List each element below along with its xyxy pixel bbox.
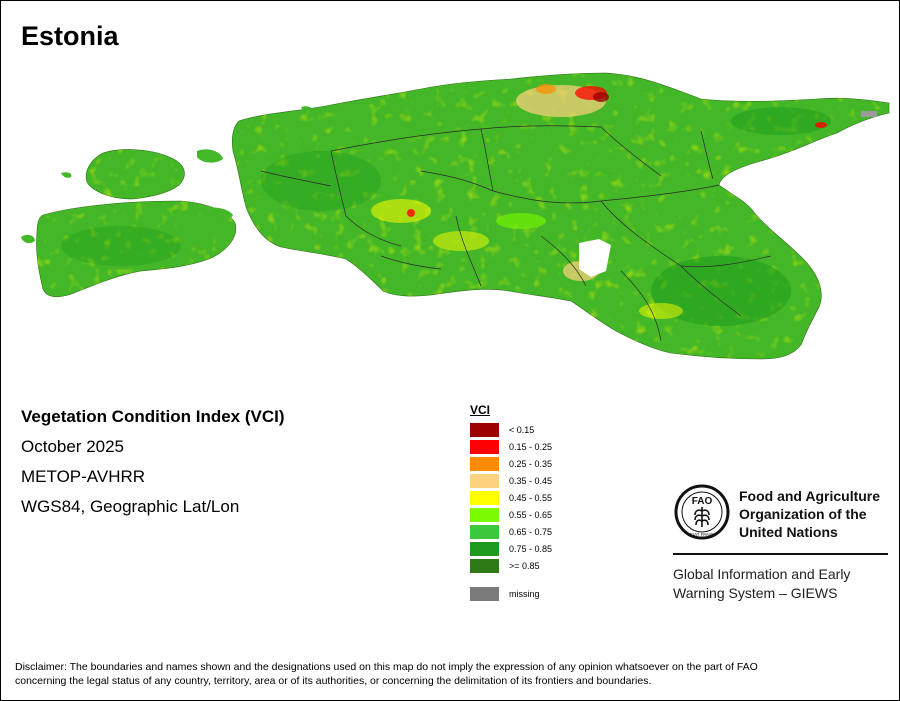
map-info: Vegetation Condition Index (VCI) October… xyxy=(21,406,285,526)
legend-item: 0.55 - 0.65 xyxy=(470,506,552,523)
legend-label: 0.35 - 0.45 xyxy=(509,475,553,486)
disclaimer: Disclaimer: The boundaries and names sho… xyxy=(15,660,885,688)
index-name: Vegetation Condition Index (VCI) xyxy=(21,407,285,426)
missing-data-patch xyxy=(861,111,877,117)
legend-swatch xyxy=(470,541,499,556)
legend-label: >= 0.85 xyxy=(509,560,540,571)
legend-swatch xyxy=(470,490,499,505)
legend-label: missing xyxy=(509,588,540,599)
legend-item: < 0.15 xyxy=(470,421,552,438)
small-islet xyxy=(61,172,72,178)
legend-item: 0.15 - 0.25 xyxy=(470,438,552,455)
period: October 2025 xyxy=(21,437,125,456)
vci-map xyxy=(21,72,890,360)
legend-swatch xyxy=(470,439,499,454)
fao-name-line: Food and Agriculture xyxy=(739,488,881,504)
legend-item-missing: missing xyxy=(470,585,552,602)
fao-name: Food and Agriculture Organization of the… xyxy=(739,487,880,541)
vci-texture xyxy=(36,73,889,359)
map-title: Estonia xyxy=(21,21,119,51)
sensor: METOP-AVHRR xyxy=(21,467,146,486)
vormsi-island xyxy=(197,149,223,163)
fao-motto: FIAT PANIS xyxy=(690,532,714,537)
giews-line: Warning System – GIEWS xyxy=(673,585,838,601)
missing-data-area xyxy=(579,239,611,277)
legend-swatch xyxy=(470,558,499,573)
fao-name-line: United Nations xyxy=(739,524,838,540)
legend-swatch xyxy=(470,422,499,437)
fao-emblem-letters: FAO xyxy=(692,496,713,507)
legend-swatch xyxy=(470,507,499,522)
legend-item: 0.75 - 0.85 xyxy=(470,540,552,557)
legend-label: 0.75 - 0.85 xyxy=(509,543,553,554)
small-islet xyxy=(21,234,35,244)
legend-swatch xyxy=(470,586,499,601)
legend-label: 0.25 - 0.35 xyxy=(509,458,553,469)
legend-item: >= 0.85 xyxy=(470,557,552,574)
legend-swatch xyxy=(470,473,499,488)
legend-item: 0.35 - 0.45 xyxy=(470,472,552,489)
legend-item: 0.65 - 0.75 xyxy=(470,523,552,540)
giews-line: Global Information and Early xyxy=(673,566,851,582)
legend-title: VCI xyxy=(470,403,491,417)
county-boundaries xyxy=(260,125,772,342)
disclaimer-line: concerning the legal status of any count… xyxy=(15,675,652,687)
vci-legend: VCI < 0.15 0.15 - 0.25 0.25 - 0.35 0.35 - 0… xyxy=(470,403,552,602)
legend-item: 0.25 - 0.35 xyxy=(470,455,552,472)
legend-label: 0.45 - 0.55 xyxy=(509,492,553,503)
disclaimer-line: Disclaimer: The boundaries and names sho… xyxy=(15,661,758,673)
fao-emblem-icon: FAO FIAT PANIS xyxy=(674,484,730,540)
legend-item: 0.45 - 0.55 xyxy=(470,489,552,506)
legend-swatch xyxy=(470,456,499,471)
legend-label: 0.65 - 0.75 xyxy=(509,526,553,537)
fao-name-line: Organization of the xyxy=(739,506,867,522)
giews-name: Global Information and Early Warning Sys… xyxy=(673,565,888,603)
legend-label: 0.15 - 0.25 xyxy=(509,441,553,452)
projection: WGS84, Geographic Lat/Lon xyxy=(21,497,240,516)
divider xyxy=(673,553,888,555)
legend-label: < 0.15 xyxy=(509,424,535,435)
legend-label: 0.55 - 0.65 xyxy=(509,509,553,520)
legend-items: < 0.15 0.15 - 0.25 0.25 - 0.35 0.35 - 0.45 0… xyxy=(470,421,552,574)
legend-swatch xyxy=(470,524,499,539)
